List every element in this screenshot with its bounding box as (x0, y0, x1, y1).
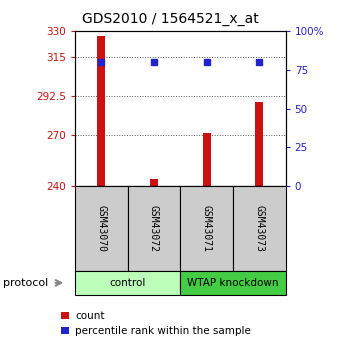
Text: GSM43073: GSM43073 (254, 205, 264, 252)
Text: GSM43072: GSM43072 (149, 205, 159, 252)
Bar (203, 133, 210, 186)
Text: protocol: protocol (3, 278, 49, 288)
Text: GDS2010 / 1564521_x_at: GDS2010 / 1564521_x_at (82, 12, 258, 26)
Text: GSM43070: GSM43070 (96, 205, 106, 252)
Text: GSM43071: GSM43071 (202, 205, 211, 252)
Bar (255, 102, 263, 186)
Text: WTAP knockdown: WTAP knockdown (187, 278, 279, 288)
Text: control: control (109, 278, 146, 288)
Bar (150, 179, 158, 186)
Text: percentile rank within the sample: percentile rank within the sample (75, 326, 251, 335)
Text: count: count (75, 311, 105, 321)
Bar (97, 36, 105, 186)
